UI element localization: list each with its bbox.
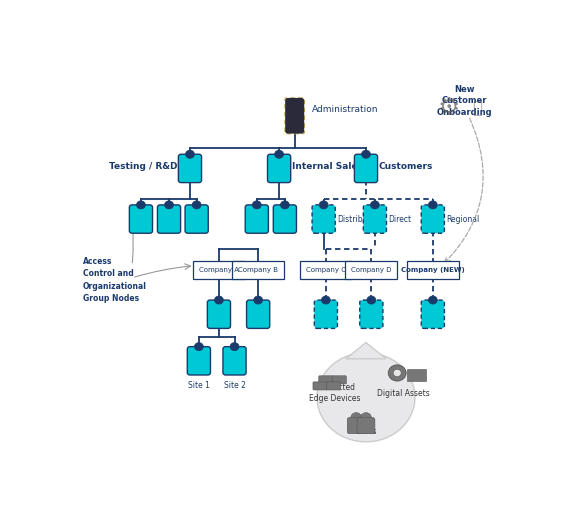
FancyBboxPatch shape [421,205,444,233]
FancyBboxPatch shape [315,300,338,328]
FancyBboxPatch shape [357,418,375,434]
Circle shape [428,201,438,209]
FancyBboxPatch shape [332,376,346,384]
Text: Direct: Direct [388,215,411,224]
Circle shape [393,369,401,377]
FancyBboxPatch shape [185,205,208,233]
Circle shape [388,365,406,381]
Text: Company D: Company D [351,267,392,272]
Circle shape [252,201,261,209]
Text: Regional: Regional [446,215,480,224]
Circle shape [317,353,415,442]
Text: New
Customer
Onboarding: New Customer Onboarding [436,85,492,117]
FancyBboxPatch shape [232,261,284,279]
FancyBboxPatch shape [178,154,202,183]
Text: Testing / R&D: Testing / R&D [109,162,178,171]
FancyBboxPatch shape [187,347,210,375]
Circle shape [367,296,376,304]
Text: Company C: Company C [306,267,346,272]
Text: Site 1: Site 1 [188,381,210,390]
FancyBboxPatch shape [407,369,426,381]
Text: Site 2: Site 2 [224,381,246,390]
Text: Access
Control and
Organizational
Group Nodes: Access Control and Organizational Group … [83,257,147,303]
FancyBboxPatch shape [247,300,270,328]
FancyBboxPatch shape [363,205,386,233]
Circle shape [136,201,145,209]
Circle shape [214,296,224,304]
FancyBboxPatch shape [319,376,333,384]
FancyBboxPatch shape [313,382,327,390]
Text: ⚙: ⚙ [437,96,459,120]
Text: 🤖: 🤖 [473,99,482,117]
FancyBboxPatch shape [129,205,152,233]
Text: Users: Users [355,427,377,436]
FancyBboxPatch shape [245,205,269,233]
Circle shape [275,150,283,158]
FancyBboxPatch shape [407,261,459,279]
FancyBboxPatch shape [421,300,444,328]
FancyBboxPatch shape [312,205,335,233]
Circle shape [321,296,330,304]
FancyBboxPatch shape [300,261,352,279]
FancyBboxPatch shape [354,154,378,183]
FancyBboxPatch shape [158,205,181,233]
Circle shape [254,296,263,304]
FancyBboxPatch shape [286,99,303,133]
FancyBboxPatch shape [193,261,245,279]
Circle shape [194,342,204,351]
Circle shape [192,201,201,209]
FancyBboxPatch shape [267,154,291,183]
FancyBboxPatch shape [273,205,297,233]
Circle shape [428,296,438,304]
Text: Distributor: Distributor [337,215,378,224]
Circle shape [370,201,380,209]
FancyBboxPatch shape [223,347,246,375]
FancyBboxPatch shape [327,382,340,390]
Circle shape [351,413,362,422]
Circle shape [164,201,174,209]
Circle shape [186,150,194,158]
Text: Internal Sales: Internal Sales [292,162,363,171]
Text: Connected
Edge Devices: Connected Edge Devices [309,383,361,403]
Circle shape [281,201,289,209]
Circle shape [361,413,371,422]
FancyBboxPatch shape [360,300,383,328]
FancyBboxPatch shape [208,300,231,328]
FancyBboxPatch shape [347,418,365,434]
Text: Customers: Customers [378,162,433,171]
Text: Administration: Administration [312,105,378,114]
Circle shape [319,201,328,209]
Text: Company A: Company A [199,267,239,272]
Text: Company B: Company B [238,267,278,272]
FancyBboxPatch shape [346,261,397,279]
Text: Digital Assets: Digital Assets [378,389,430,398]
Text: Company (NEW): Company (NEW) [401,267,465,272]
Circle shape [362,150,370,158]
Circle shape [230,342,239,351]
Polygon shape [346,342,386,359]
